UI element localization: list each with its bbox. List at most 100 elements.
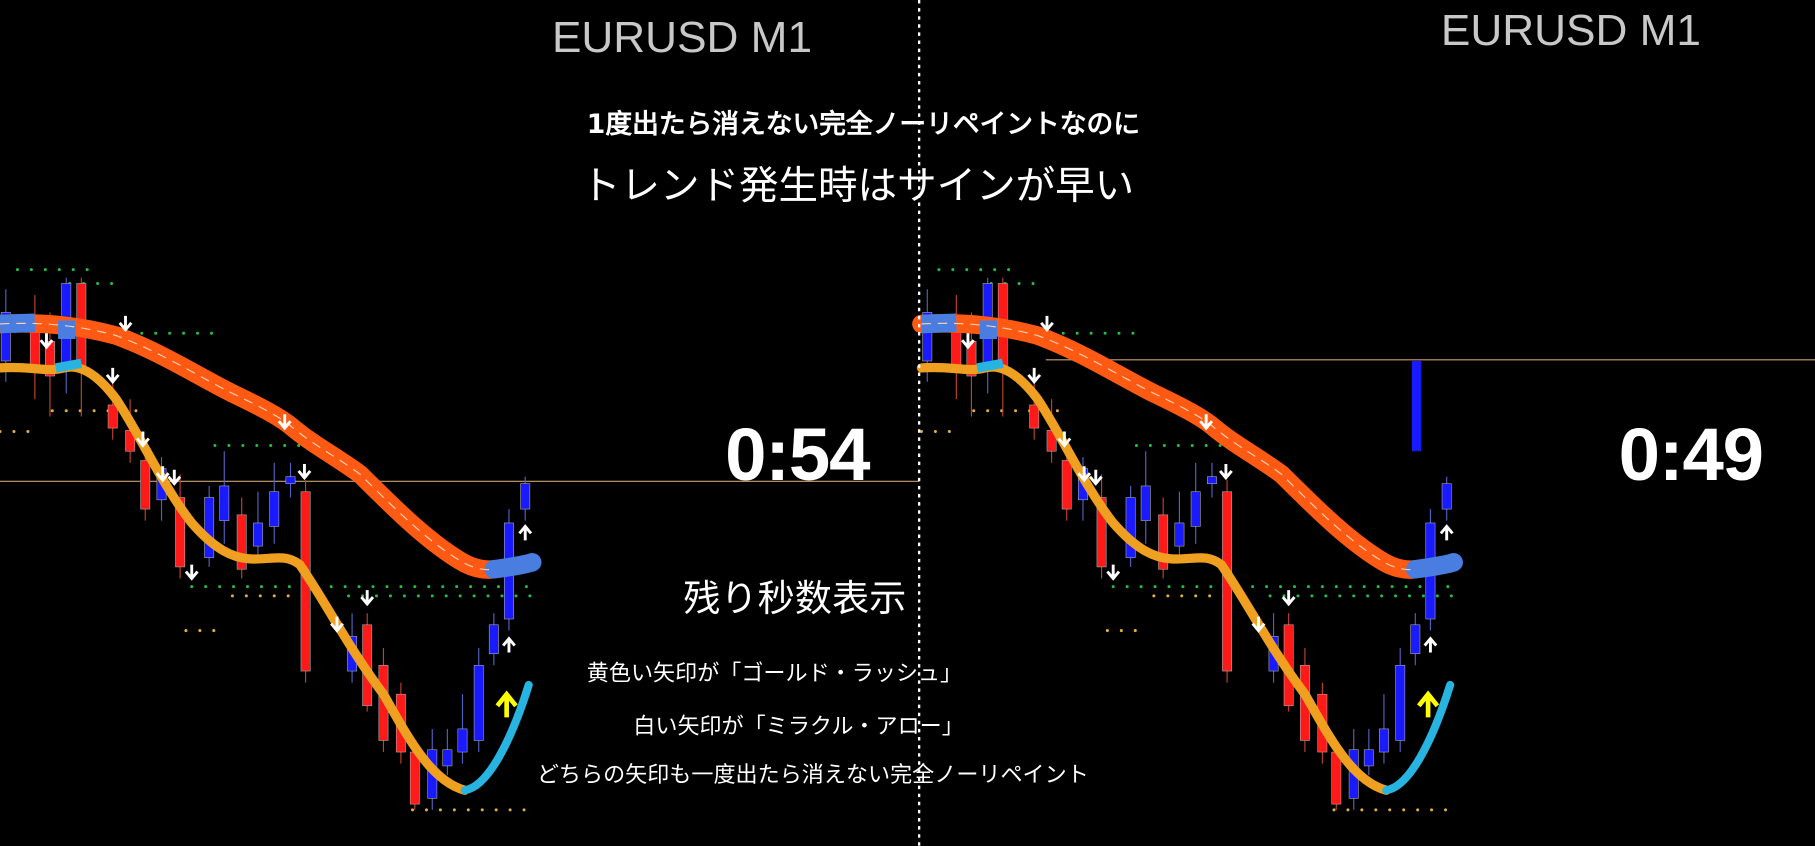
right-candle [1096,497,1107,568]
left-dotted-level [480,808,484,812]
left-dotted-level [494,808,498,812]
right-dotted-level [1435,594,1439,598]
left-candle [0,312,11,362]
right-candle [1395,664,1406,741]
right-candle [1029,404,1040,429]
left-dotted-level [528,594,532,598]
left-dotted-level [514,594,518,598]
right-candle [1363,749,1374,767]
right-dotted-level [1348,585,1352,589]
left-dotted-level [227,443,231,447]
right-dotted-level [1324,594,1328,598]
right-dotted-level [1338,594,1342,598]
right-candle [1061,460,1072,510]
left-dotted-level [71,268,75,272]
right-miracle-down-arrow [1077,466,1092,483]
right-dotted-level [1430,808,1434,812]
left-dotted-level [85,268,89,272]
right-dotted-level [1195,585,1199,589]
right-candle [1158,514,1169,570]
left-dotted-level [209,331,213,335]
left-dotted-level [259,585,263,589]
right-dotted-level [937,268,941,272]
left-chart-symbol: EURUSD M1 [551,13,813,63]
left-dotted-level [190,585,194,589]
right-miracle-down-arrow [1199,414,1214,431]
right-dotted-level [1194,594,1198,598]
left-dotted-level [469,585,473,589]
left-candle [488,624,499,654]
left-dotted-level [134,409,138,413]
right-dotted-level [1362,585,1366,589]
left-dotted-level [385,585,389,589]
left-fast-ma-up-segment [460,680,533,795]
left-miracle-down-arrow [167,469,182,486]
right-dotted-level [1111,585,1115,589]
headline: 1度出たら消えない完全ノーリペイントなのに [586,109,1140,140]
right-miracle-down-arrow [1040,315,1054,333]
right-dotted-level [1360,808,1364,812]
right-dotted-level [1148,443,1152,447]
right-dotted-level [1394,594,1398,598]
left-dotted-level [213,443,217,447]
left-candle [107,404,118,429]
left-miracle-down-arrow [118,315,133,333]
right-dotted-level [972,409,976,413]
countdown-label: 残り秒数表示 [683,576,907,621]
repaint-note: どちらの矢印も一度出たら消えない完全ノーリペイント [536,762,1089,788]
left-dotted-level [486,594,490,598]
left-dotted-level [287,585,291,589]
left-dotted-level [424,808,428,812]
right-dotted-level [947,430,951,434]
right-dotted-level [1055,409,1059,413]
right-dotted-level [1209,585,1213,589]
left-candle [204,497,215,558]
right-dotted-level [1376,585,1380,589]
left-candle [253,522,263,547]
left-dotted-level [140,331,144,335]
right-miracle-down-arrow [1281,590,1296,607]
right-dotted-level [1218,443,1222,447]
left-dotted-level [399,585,403,589]
right-dotted-level [1190,443,1194,447]
left-dotted-level [212,629,216,633]
subheadline: トレンド発生時はサインが早い [581,163,1135,210]
right-dotted-level [1352,594,1356,598]
left-dotted-level [500,594,504,598]
right-dotted-level [1446,585,1450,589]
left-dotted-level [110,281,114,285]
right-dotted-level [1153,585,1157,589]
left-dotted-level [347,594,351,598]
right-candle [1441,483,1452,510]
left-miracle-down-arrow [184,564,199,581]
right-dotted-level [1251,585,1255,589]
left-fast-ma [0,362,470,795]
right-slow-ma-center [921,322,1416,571]
right-countdown: 0:49 [1618,413,1764,497]
right-miracle-up-arrow [1423,636,1438,653]
left-dotted-level [438,808,442,812]
right-dotted-level [1152,594,1156,598]
left-dotted-level [204,585,208,589]
right-miracle-down-arrow [1027,367,1042,385]
left-dotted-level [416,594,420,598]
right-dotted-level [1166,594,1170,598]
right-dotted-level [1279,585,1283,589]
right-dotted-level [986,409,990,413]
right-dotted-level [1103,331,1107,335]
left-dotted-level [218,585,222,589]
left-dotted-level [258,594,262,598]
right-dotted-level [1320,585,1324,589]
right-miracle-down-arrow [1088,469,1103,486]
right-dotted-level [1421,594,1425,598]
left-dotted-level [430,594,434,598]
right-dotted-level [1181,585,1185,589]
right-fast-ma [916,362,1391,795]
right-dotted-level [1416,808,1420,812]
left-dotted-level [427,585,431,589]
right-dotted-level [1105,629,1109,633]
right-chart-symbol: EURUSD M1 [1440,6,1701,56]
left-dotted-level [154,331,158,335]
right-dotted-level [993,268,997,272]
right-dotted-level [951,268,955,272]
